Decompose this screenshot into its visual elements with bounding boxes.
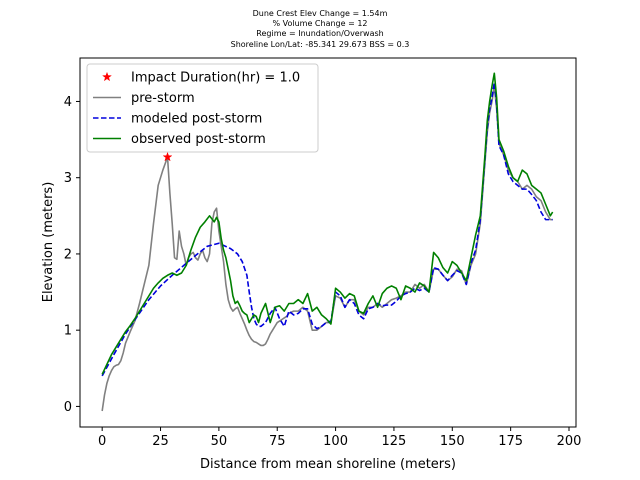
legend-label-pre-storm: pre-storm (131, 91, 195, 106)
y-tick-label: 2 (64, 247, 72, 262)
x-tick-label: 50 (211, 434, 228, 449)
y-tick-label: 3 (64, 171, 72, 186)
pre-storm-line (101, 85, 553, 412)
title-line-4: Shoreline Lon/Lat: -85.341 29.673 BSS = … (231, 40, 410, 49)
x-tick-label: 100 (323, 434, 348, 449)
impact-marker-point (162, 151, 173, 162)
title-line-3: Regime = Inundation/Overwash (256, 29, 383, 38)
legend-label-observed-post-storm: observed post-storm (131, 132, 266, 147)
x-tick-label: 75 (269, 434, 286, 449)
x-axis-ticks: 0 25 50 75 100 125 150 175 200 (98, 427, 581, 449)
x-tick-label: 175 (498, 434, 523, 449)
modeled-post-storm-line (101, 81, 553, 377)
legend-label-modeled-post-storm: modeled post-storm (131, 112, 262, 127)
y-tick-label: 1 (64, 324, 72, 339)
x-axis-label: Distance from mean shoreline (meters) (200, 457, 456, 472)
observed-post-storm-line (101, 72, 554, 375)
series-layer (101, 72, 554, 412)
y-tick-label: 4 (64, 95, 72, 110)
y-axis-ticks: 0 1 2 3 4 (64, 95, 80, 415)
y-tick-label: 0 (64, 400, 72, 415)
title-line-2: % Volume Change = 12 (272, 19, 367, 28)
chart-title: Dune Crest Elev Change = 1.54m % Volume … (231, 9, 410, 49)
x-tick-label: 0 (98, 434, 106, 449)
legend-marker-impact-duration-hr-1-0 (101, 71, 113, 82)
x-tick-label: 150 (440, 434, 465, 449)
title-line-1: Dune Crest Elev Change = 1.54m (253, 9, 388, 18)
legend-box (86, 63, 319, 153)
x-tick-label: 125 (382, 434, 407, 449)
legend-label-impact-duration-hr-1-0: Impact Duration(hr) = 1.0 (131, 71, 300, 86)
y-axis-label: Elevation (meters) (41, 182, 56, 303)
x-tick-label: 25 (152, 434, 169, 449)
x-tick-label: 200 (557, 434, 582, 449)
legend: Impact Duration(hr) = 1.0 pre-storm modele… (86, 63, 319, 153)
